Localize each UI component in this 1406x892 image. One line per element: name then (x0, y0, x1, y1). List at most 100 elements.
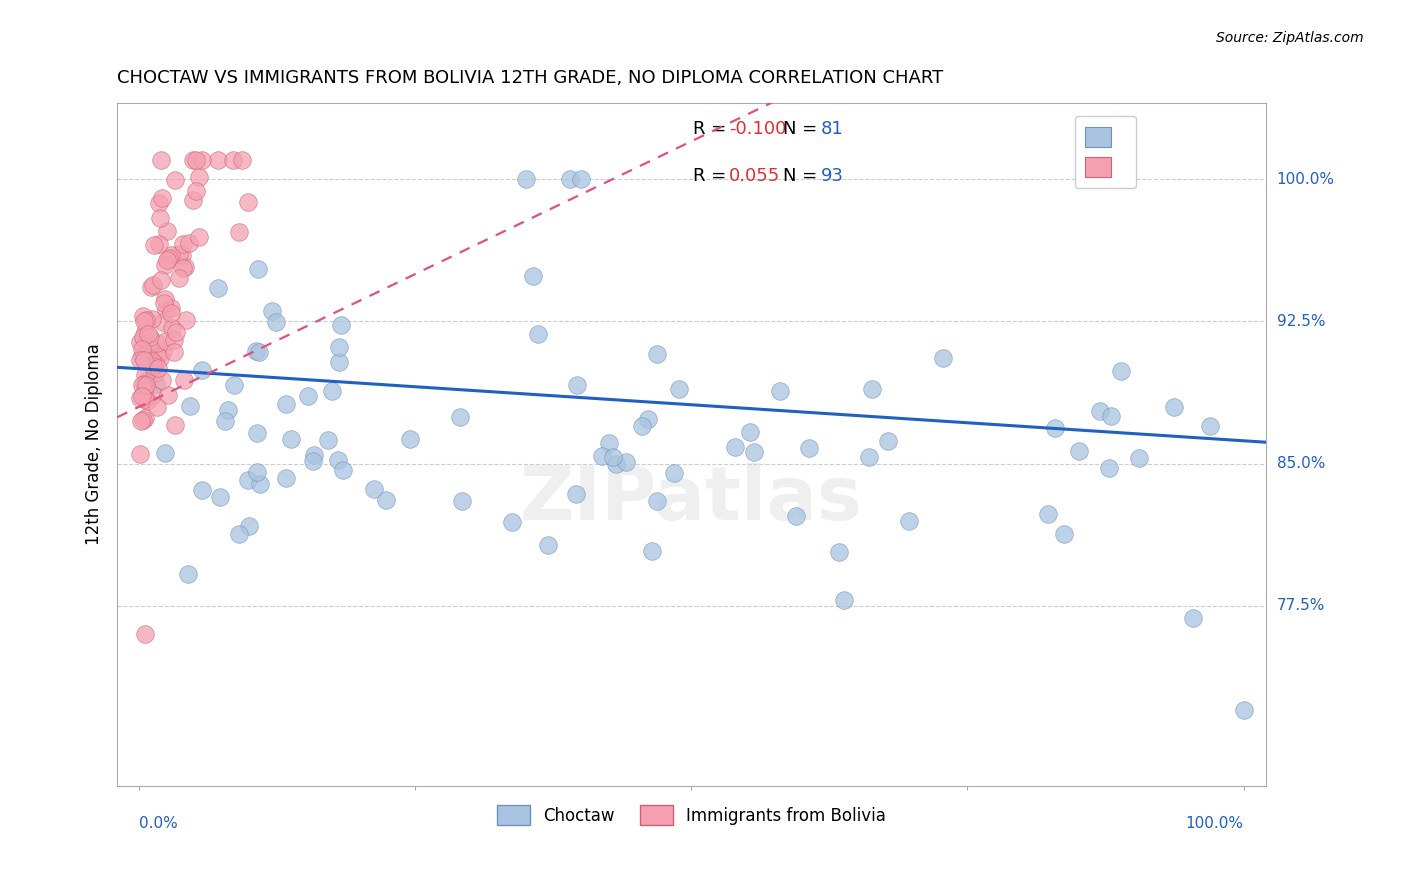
Point (134, 368, 156, 382)
Point (245, 343, 267, 358)
Point (191, 483, 214, 498)
Point (146, 400, 169, 414)
Point (260, 303, 283, 318)
Point (1099, 409, 1122, 424)
Point (280, 432, 302, 446)
Point (165, 417, 187, 432)
Point (167, 270, 190, 285)
Point (179, 400, 201, 414)
Point (149, 351, 172, 366)
Point (302, 454, 325, 468)
Point (827, 545, 849, 559)
Point (1098, 460, 1121, 475)
Point (797, 442, 820, 456)
Point (142, 277, 165, 292)
Text: N =: N = (783, 167, 818, 185)
Point (1111, 364, 1133, 378)
Point (1128, 451, 1150, 466)
Point (328, 354, 350, 368)
Point (876, 434, 898, 448)
Point (142, 237, 165, 252)
Point (598, 436, 620, 450)
Text: CHOCTAW VS IMMIGRANTS FROM BOLIVIA 12TH GRADE, NO DIPLOMA CORRELATION CHART: CHOCTAW VS IMMIGRANTS FROM BOLIVIA 12TH … (117, 69, 943, 87)
Point (898, 514, 921, 528)
Point (149, 211, 172, 225)
Point (1043, 421, 1066, 435)
Point (247, 344, 270, 359)
Point (132, 377, 155, 392)
Point (155, 334, 177, 349)
Point (145, 349, 167, 363)
Point (564, 487, 586, 501)
Point (274, 471, 297, 485)
Point (645, 346, 668, 360)
Point (297, 388, 319, 402)
Point (132, 333, 155, 347)
Point (143, 357, 166, 371)
Point (645, 494, 668, 508)
Text: Source: ZipAtlas.com: Source: ZipAtlas.com (1216, 31, 1364, 45)
Point (172, 260, 194, 275)
Point (246, 465, 269, 479)
Point (207, 281, 229, 295)
Point (321, 384, 343, 398)
Point (131, 377, 153, 392)
Point (163, 333, 186, 347)
Point (134, 411, 156, 425)
Point (217, 402, 239, 417)
Point (132, 314, 155, 328)
Point (174, 260, 197, 274)
Point (163, 345, 186, 359)
Point (246, 426, 269, 441)
Point (537, 538, 560, 552)
Text: R =: R = (693, 120, 725, 138)
Point (134, 627, 156, 641)
Point (181, 193, 204, 207)
Point (163, 173, 186, 187)
Point (742, 444, 765, 458)
Point (136, 327, 159, 342)
Point (1181, 610, 1204, 624)
Point (1036, 507, 1059, 521)
Point (326, 452, 349, 467)
Point (329, 318, 352, 333)
Point (363, 483, 385, 497)
Point (156, 388, 179, 402)
Point (150, 373, 173, 387)
Point (231, 153, 253, 168)
Point (152, 344, 174, 359)
Point (153, 258, 176, 272)
Point (785, 508, 807, 523)
Point (170, 247, 193, 261)
Point (318, 433, 340, 447)
Point (136, 374, 159, 388)
Point (515, 172, 537, 186)
Point (565, 378, 588, 392)
Point (131, 389, 153, 403)
Point (399, 432, 422, 446)
Point (155, 224, 177, 238)
Point (132, 309, 155, 323)
Point (602, 450, 624, 464)
Point (662, 467, 685, 481)
Point (605, 457, 627, 471)
Point (1088, 404, 1111, 418)
Text: 0.0%: 0.0% (139, 816, 179, 831)
Point (173, 373, 195, 387)
Point (149, 153, 172, 168)
Point (236, 473, 259, 487)
Point (155, 303, 177, 318)
Point (141, 279, 163, 293)
Text: 100.0%: 100.0% (1277, 171, 1334, 186)
Text: 77.5%: 77.5% (1277, 599, 1324, 613)
Point (238, 519, 260, 533)
Point (129, 391, 152, 405)
Point (188, 169, 211, 184)
Point (630, 419, 652, 434)
Point (501, 515, 523, 529)
Point (131, 342, 153, 356)
Point (191, 153, 214, 168)
Point (177, 566, 200, 581)
Point (135, 313, 157, 327)
Point (132, 329, 155, 343)
